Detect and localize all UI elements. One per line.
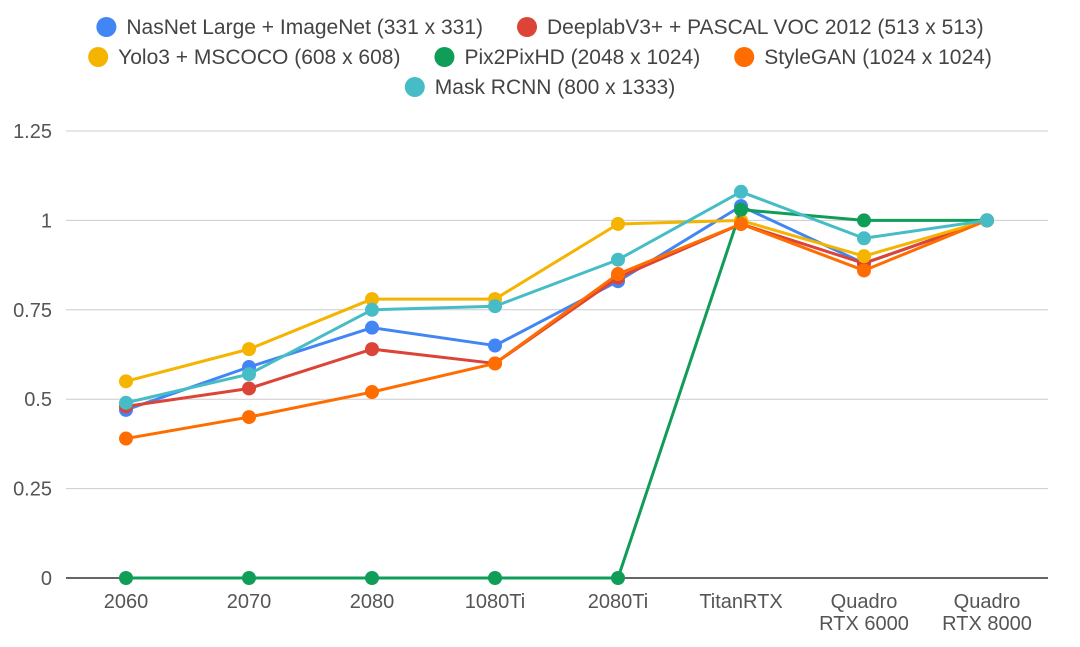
series-pix2pixhd-2048-x-1024 <box>119 202 994 585</box>
legend-marker-icon <box>404 77 425 97</box>
y-axis: 0 0.25 0.5 0.75 1 1.25 <box>13 121 52 590</box>
series-lines <box>119 184 994 585</box>
data-point[interactable] <box>857 249 871 264</box>
data-point[interactable] <box>611 267 625 282</box>
series-line <box>125 204 988 412</box>
y-tick-label: 0.75 <box>13 300 52 322</box>
x-tick-label-line: 2060 <box>104 591 149 613</box>
data-point[interactable] <box>119 374 133 389</box>
legend-item[interactable]: Pix2PixHD (2048 x 1024) <box>434 46 700 69</box>
legend-item[interactable]: StyleGAN (1024 x 1024) <box>734 46 992 69</box>
series-line <box>125 190 988 405</box>
x-tick-label-line: RTX 8000 <box>942 613 1032 635</box>
legend-marker-icon <box>734 47 755 67</box>
data-point[interactable] <box>611 216 625 231</box>
x-tick-label: Quadro RTX 8000 <box>942 591 1032 635</box>
data-point[interactable] <box>857 231 871 246</box>
legend-row: Mask RCNN (800 x 1333) <box>404 76 675 99</box>
legend-label: StyleGAN (1024 x 1024) <box>764 46 992 69</box>
series-mask-rcnn-800-x-1333 <box>119 184 994 410</box>
legend-item[interactable]: Mask RCNN (800 x 1333) <box>404 76 675 99</box>
data-point[interactable] <box>242 410 256 425</box>
data-point[interactable] <box>488 356 502 371</box>
x-tick-label: 2070 <box>227 591 272 613</box>
x-tick-label-line: Quadro <box>831 591 898 613</box>
x-tick-label-line: 2080 <box>350 591 395 613</box>
legend-item[interactable]: DeeplabV3+ + PASCAL VOC 2012 (513 x 513) <box>517 16 984 39</box>
legend-label: Pix2PixHD (2048 x 1024) <box>464 46 700 69</box>
x-tick-label: TitanRTX <box>699 591 782 613</box>
data-point[interactable] <box>365 320 379 335</box>
data-point[interactable] <box>857 263 871 278</box>
data-point[interactable] <box>119 395 133 410</box>
x-tick-label-line: RTX 6000 <box>819 613 909 635</box>
legend: NasNet Large + ImageNet (331 x 331) Deepl… <box>88 16 992 99</box>
x-tick-label: 2060 <box>104 591 149 613</box>
x-tick-label: 1080Ti <box>465 591 525 613</box>
legend-label: NasNet Large + ImageNet (331 x 331) <box>126 16 483 39</box>
gridlines <box>66 130 1048 579</box>
y-tick-label: 0 <box>41 568 52 590</box>
legend-marker-icon <box>517 17 538 37</box>
data-point[interactable] <box>611 571 625 585</box>
series-line <box>126 208 987 580</box>
data-point[interactable] <box>365 342 379 357</box>
data-point[interactable] <box>734 216 748 231</box>
y-tick-label: 1 <box>41 210 52 232</box>
x-tick-label-line: 2080Ti <box>588 591 648 613</box>
data-point[interactable] <box>488 299 502 314</box>
legend-marker-icon <box>434 47 455 67</box>
data-point[interactable] <box>365 302 379 317</box>
data-point[interactable] <box>365 292 379 307</box>
x-tick-label-line: Quadro <box>954 591 1021 613</box>
series-stylegan-1024-x-1024 <box>119 213 994 446</box>
x-axis: 2060 2070 2080 1080Ti 2080Ti TitanRTX Quadro RT… <box>104 591 1032 635</box>
data-point[interactable] <box>488 571 502 585</box>
x-tick-label: 2080Ti <box>588 591 648 613</box>
data-point[interactable] <box>980 213 994 228</box>
y-tick-label: 1.25 <box>13 121 52 143</box>
data-point[interactable] <box>365 385 379 400</box>
legend-item[interactable]: Yolo3 + MSCOCO (608 x 608) <box>88 46 400 69</box>
x-tick-label-line: 1080Ti <box>465 591 525 613</box>
data-point[interactable] <box>365 571 379 585</box>
data-point[interactable] <box>611 252 625 267</box>
data-point[interactable] <box>242 342 256 357</box>
legend-marker-icon <box>96 17 117 37</box>
legend-label: DeeplabV3+ + PASCAL VOC 2012 (513 x 513) <box>547 16 984 39</box>
legend-row: NasNet Large + ImageNet (331 x 331) Deepl… <box>96 16 984 39</box>
legend-marker-icon <box>88 47 109 67</box>
data-point[interactable] <box>119 431 133 446</box>
data-point[interactable] <box>857 213 871 228</box>
data-point[interactable] <box>242 381 256 396</box>
y-tick-label: 0.25 <box>13 479 52 501</box>
legend-label: Yolo3 + MSCOCO (608 x 608) <box>118 46 400 69</box>
data-point[interactable] <box>488 338 502 353</box>
legend-row: Yolo3 + MSCOCO (608 x 608) Pix2PixHD (204… <box>88 46 992 69</box>
legend-label: Mask RCNN (800 x 1333) <box>435 76 675 99</box>
series-line <box>125 218 988 383</box>
data-point[interactable] <box>119 571 133 585</box>
x-tick-label-line: 2070 <box>227 591 272 613</box>
x-tick-label: Quadro RTX 6000 <box>819 591 909 635</box>
series-yolo3-mscoco-608-x-608 <box>119 213 994 389</box>
legend-item[interactable]: NasNet Large + ImageNet (331 x 331) <box>96 16 483 39</box>
y-tick-label: 0.5 <box>24 389 52 411</box>
data-point[interactable] <box>734 202 748 217</box>
x-tick-label: 2080 <box>350 591 395 613</box>
series-line <box>125 219 988 441</box>
data-point[interactable] <box>242 367 256 382</box>
x-tick-label-line: TitanRTX <box>699 591 782 613</box>
data-point[interactable] <box>242 571 256 585</box>
data-point[interactable] <box>734 184 748 199</box>
